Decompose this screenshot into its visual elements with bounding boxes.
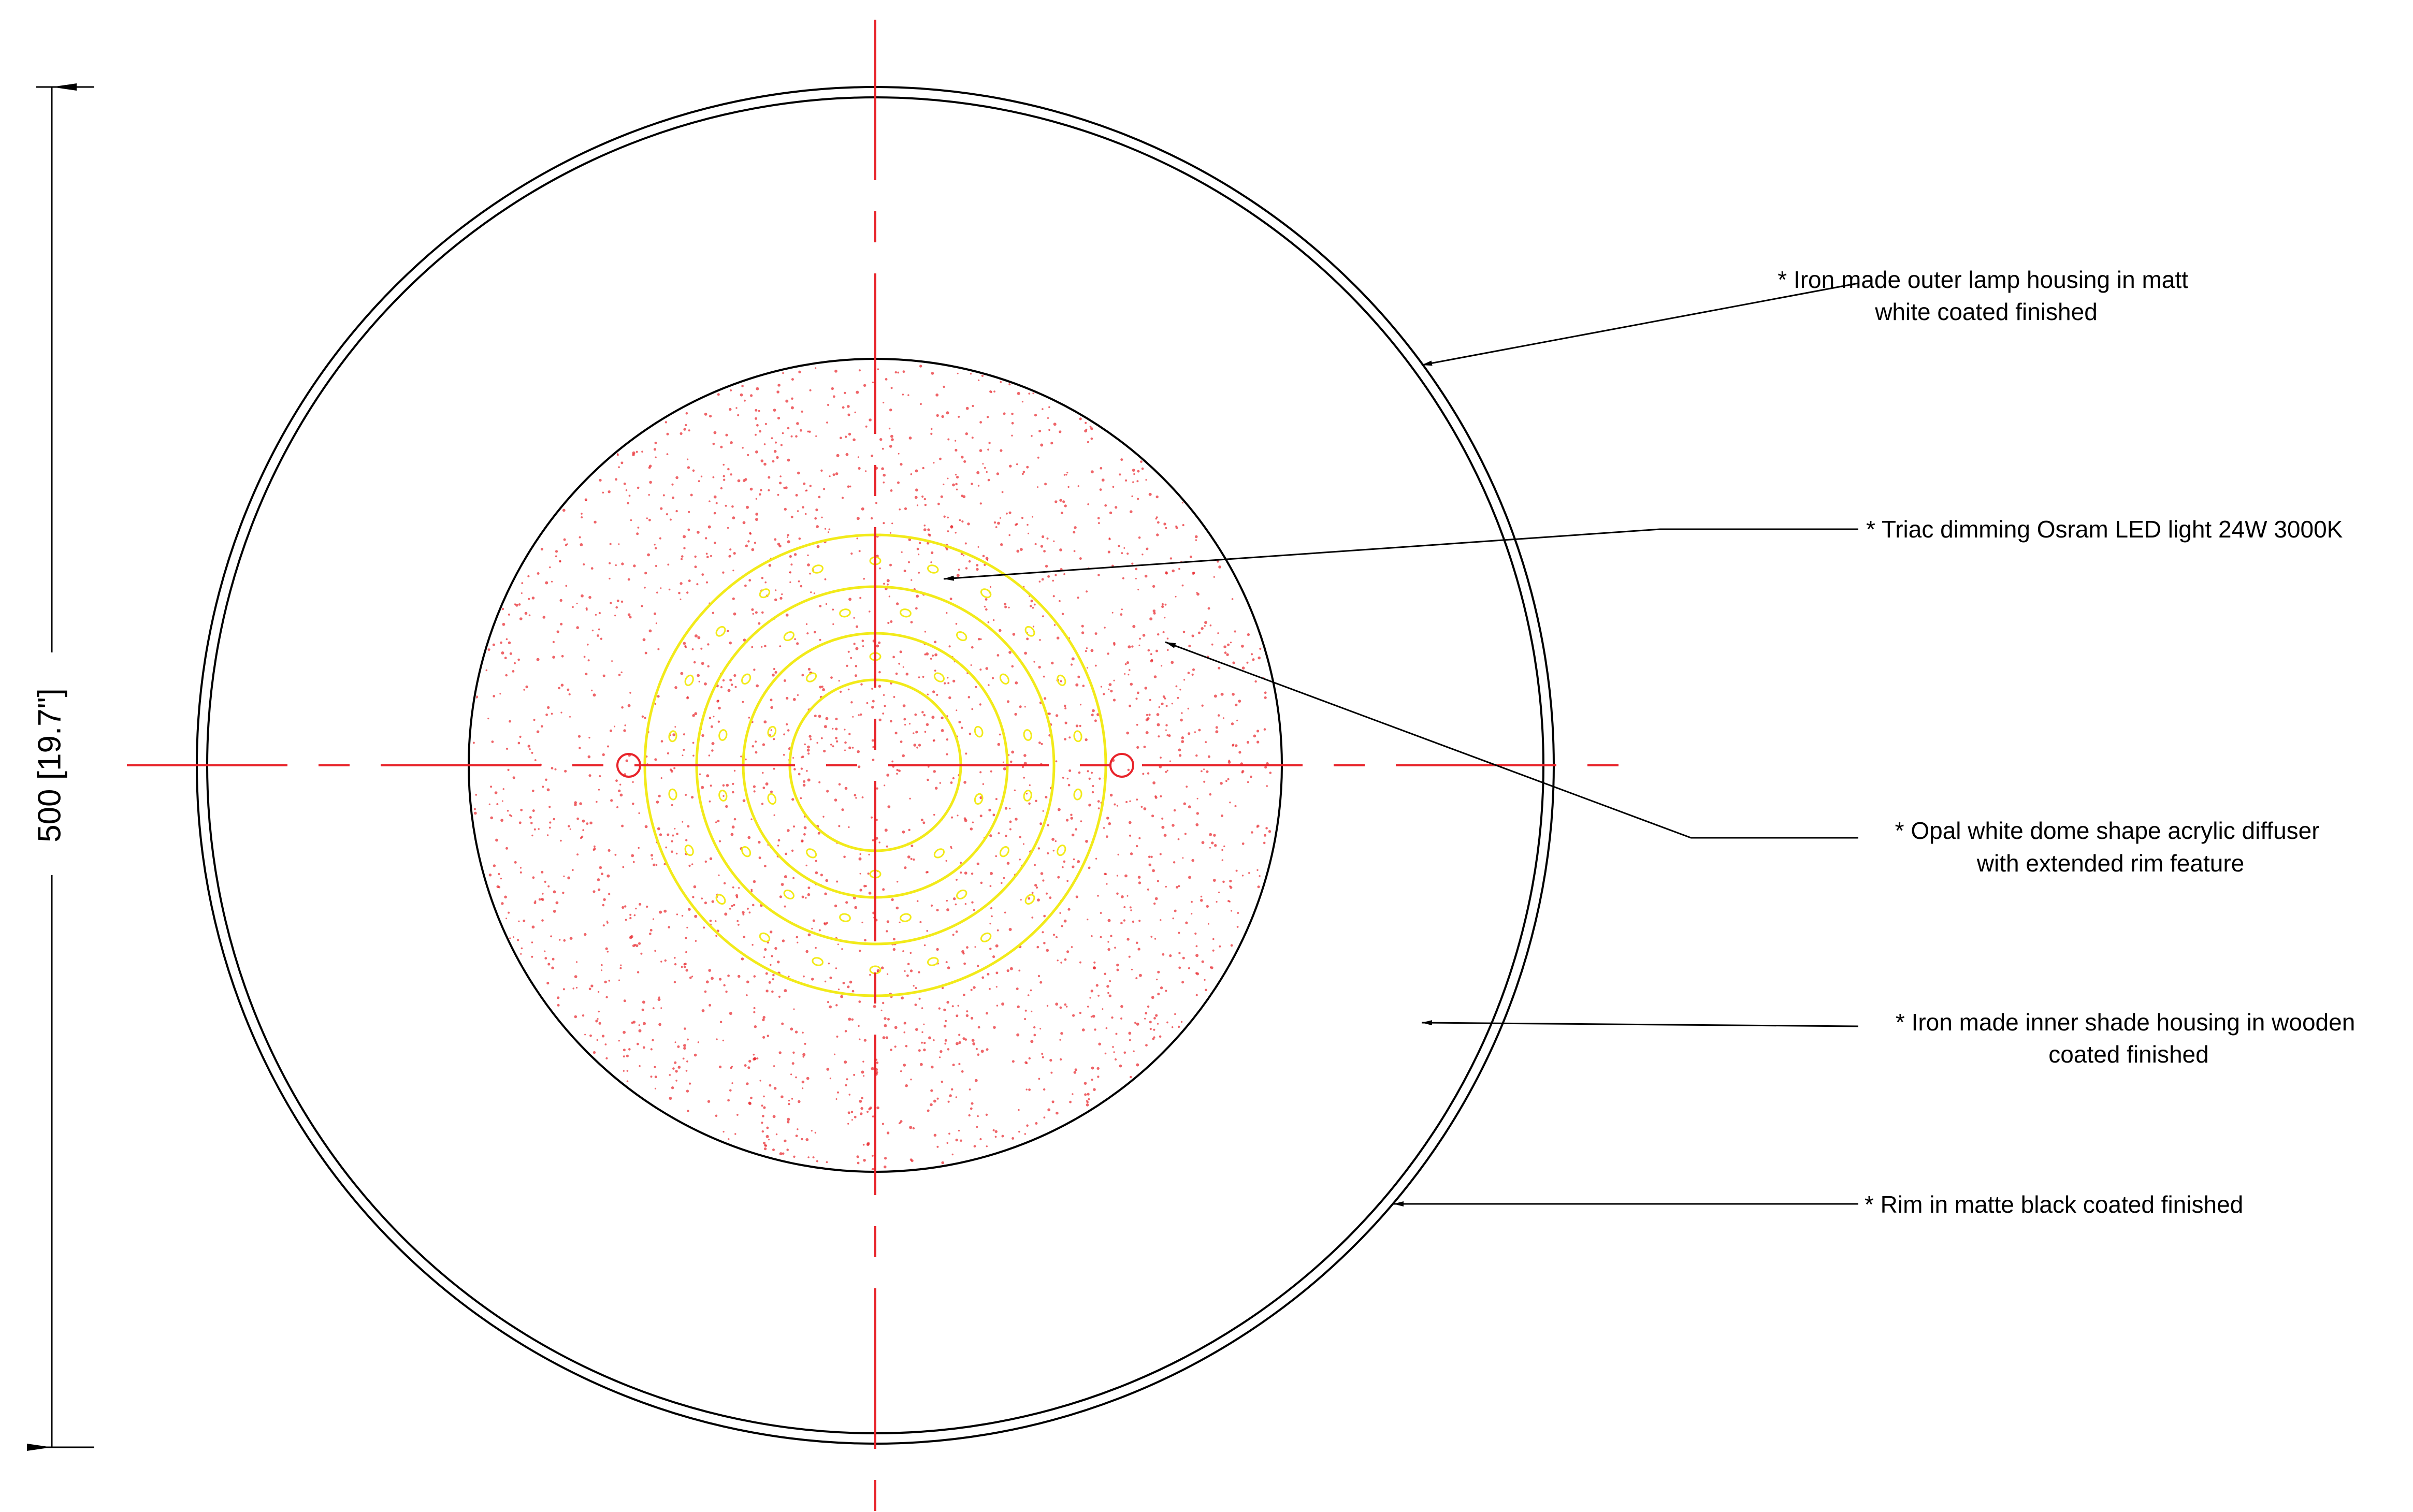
callout-inner-shade: * Iron made inner shade housing in woode… [1896, 1009, 2362, 1068]
leader-led-light [943, 528, 1858, 581]
led-chip [759, 932, 771, 942]
dimension-label: 500 [19.7"] [32, 688, 67, 842]
diffuser-speckle [472, 365, 1272, 1170]
led-chip [956, 889, 967, 899]
led-chip [933, 848, 945, 859]
led-chip [999, 673, 1009, 685]
led-chips [668, 556, 1082, 975]
callout-rim: * Rim in matte black coated finished [1865, 1191, 2243, 1218]
leader-inner-shade [1421, 1020, 1859, 1027]
led-chip [980, 932, 992, 942]
led-chip [767, 725, 777, 738]
mounting-hole-right [1109, 753, 1134, 778]
callout-outer-housing: * Iron made outer lamp housing in matt w… [1778, 266, 2194, 325]
led-chip [999, 846, 1009, 857]
led-chip [974, 725, 984, 738]
led-chip [668, 788, 677, 801]
led-chip [956, 631, 967, 642]
led-chip [767, 793, 777, 805]
led-chip [715, 626, 726, 637]
led-chip [741, 673, 752, 685]
led-chip [718, 729, 728, 741]
led-chip [741, 846, 752, 857]
callout-led-light: * Triac dimming Osram LED light 24W 3000… [1866, 516, 2343, 543]
led-chip [839, 608, 851, 618]
leader-diffuser [1165, 641, 1858, 839]
led-chip [1024, 894, 1035, 905]
led-chip [1057, 674, 1066, 686]
led-chip [718, 790, 728, 802]
led-chip [1023, 790, 1032, 802]
led-chip [806, 672, 817, 682]
height-dimension: 500 [19.7"] [27, 83, 94, 1451]
led-chip [783, 889, 794, 899]
led-chip [933, 672, 945, 682]
led-chip [1024, 626, 1035, 637]
led-chip [783, 631, 794, 642]
led-chip [812, 564, 823, 574]
led-chip [684, 674, 694, 686]
callout-leaders [943, 282, 1859, 1206]
led-chip [668, 730, 677, 743]
callout-diffuser: * Opal white dome shape acrylic diffuser… [1895, 817, 2327, 877]
led-chip [1023, 729, 1032, 741]
led-chip [715, 894, 726, 905]
led-chip [759, 588, 771, 599]
led-chip [806, 848, 817, 859]
led-chip [1073, 788, 1082, 801]
led-chip [684, 845, 694, 856]
led-chip [812, 957, 823, 966]
led-chip [927, 564, 939, 574]
callout-notes: * Iron made outer lamp housing in matt w… [1778, 266, 2362, 1218]
leader-outer-housing [1421, 282, 1859, 366]
led-chip [927, 957, 939, 966]
led-chip [900, 608, 912, 618]
led-chip [980, 588, 992, 599]
led-chip [839, 913, 851, 922]
led-chip [1057, 845, 1066, 856]
led-chip [900, 913, 912, 922]
led-chip [974, 793, 984, 805]
led-chip [1073, 730, 1082, 743]
